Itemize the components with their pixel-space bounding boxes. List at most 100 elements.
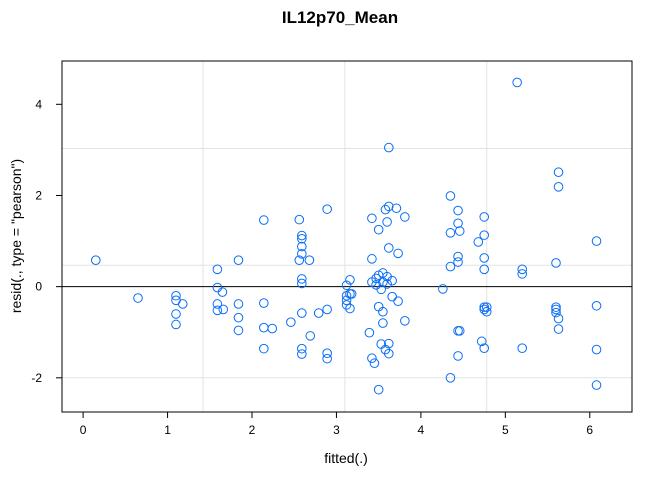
- data-point: [400, 316, 410, 326]
- data-point: [476, 336, 487, 347]
- data-point: [267, 323, 278, 334]
- data-point: [479, 212, 490, 222]
- data-point: [373, 384, 384, 395]
- y-tick-label: 2: [35, 188, 42, 202]
- data-point: [378, 306, 388, 317]
- data-point: [171, 309, 181, 319]
- data-point: [297, 343, 307, 354]
- data-point: [212, 264, 223, 275]
- plot-frame: [61, 60, 633, 413]
- data-point: [304, 255, 315, 266]
- data-point: [294, 255, 305, 266]
- y-axis: -2 0 2 4: [31, 97, 62, 385]
- data-point: [479, 253, 490, 263]
- data-point: [297, 249, 307, 259]
- data-point: [364, 327, 375, 338]
- data-point: [259, 298, 269, 308]
- data-point: [453, 205, 463, 216]
- data-point: [517, 343, 528, 353]
- data-point: [367, 353, 377, 364]
- data-point: [445, 261, 456, 272]
- data-point: [481, 302, 492, 312]
- data-point: [218, 304, 229, 315]
- data-point: [393, 248, 403, 259]
- data-point: [212, 299, 223, 309]
- data-point: [133, 293, 143, 303]
- y-tick-label: -2: [31, 371, 42, 385]
- data-point: [233, 325, 244, 336]
- x-tick-label: 5: [502, 423, 509, 437]
- data-point: [479, 343, 490, 353]
- data-point: [297, 349, 307, 359]
- data-point: [591, 236, 602, 246]
- data-point: [512, 77, 522, 88]
- data-point: [233, 299, 244, 309]
- data-point: [177, 299, 188, 309]
- data-point: [384, 338, 394, 349]
- data-point: [297, 230, 307, 241]
- x-tick-label: 3: [333, 423, 340, 437]
- data-point: [517, 264, 528, 275]
- data-point: [551, 302, 561, 312]
- data-point: [384, 142, 394, 153]
- data-point: [341, 280, 352, 291]
- data-point: [259, 343, 269, 354]
- data-point: [479, 264, 490, 275]
- data-point: [453, 218, 463, 229]
- data-point: [384, 201, 394, 212]
- scatter-points: [90, 77, 602, 395]
- data-point: [391, 203, 402, 214]
- data-point: [479, 304, 490, 315]
- data-point: [294, 214, 305, 225]
- data-point: [367, 213, 377, 224]
- data-point: [591, 300, 602, 311]
- data-point: [212, 282, 223, 293]
- data-point: [454, 326, 465, 336]
- data-point: [384, 348, 394, 359]
- data-point: [591, 344, 602, 355]
- data-point: [297, 241, 307, 252]
- data-point: [212, 305, 223, 316]
- grid: [62, 61, 632, 412]
- data-point: [217, 287, 228, 297]
- data-point: [481, 306, 492, 317]
- data-point: [445, 373, 456, 383]
- y-tick-label: 0: [35, 280, 42, 294]
- data-point: [171, 290, 181, 301]
- data-point: [233, 255, 244, 266]
- data-point: [553, 324, 564, 334]
- data-point: [322, 304, 332, 315]
- data-point: [479, 230, 490, 240]
- data-point: [393, 296, 403, 307]
- data-point: [479, 302, 490, 312]
- data-point: [551, 307, 561, 318]
- data-point: [345, 275, 355, 285]
- data-point: [297, 233, 307, 244]
- chart-title: IL12p70_Mean: [282, 8, 398, 27]
- data-point: [341, 295, 352, 306]
- data-point: [453, 251, 463, 262]
- x-tick-label: 2: [249, 423, 256, 437]
- data-point: [473, 237, 484, 247]
- data-point: [286, 317, 296, 327]
- data-point: [445, 191, 456, 201]
- data-point: [297, 308, 307, 318]
- data-point: [453, 351, 463, 361]
- x-tick-label: 0: [80, 423, 87, 437]
- data-point: [517, 269, 528, 279]
- x-tick-label: 1: [164, 423, 171, 437]
- data-point: [376, 284, 387, 295]
- data-point: [384, 243, 394, 253]
- data-point: [553, 182, 564, 192]
- data-point: [322, 348, 332, 358]
- data-point: [313, 308, 324, 318]
- data-point: [297, 274, 307, 284]
- data-point: [171, 319, 181, 330]
- data-point: [380, 204, 391, 215]
- data-point: [367, 254, 377, 264]
- data-point: [90, 255, 101, 266]
- data-point: [387, 291, 397, 302]
- y-axis-label: resid(., type = "pearson"): [8, 159, 24, 313]
- data-point: [438, 284, 448, 294]
